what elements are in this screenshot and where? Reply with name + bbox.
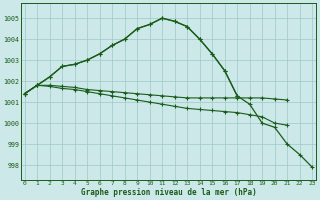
X-axis label: Graphe pression niveau de la mer (hPa): Graphe pression niveau de la mer (hPa) (81, 188, 256, 197)
